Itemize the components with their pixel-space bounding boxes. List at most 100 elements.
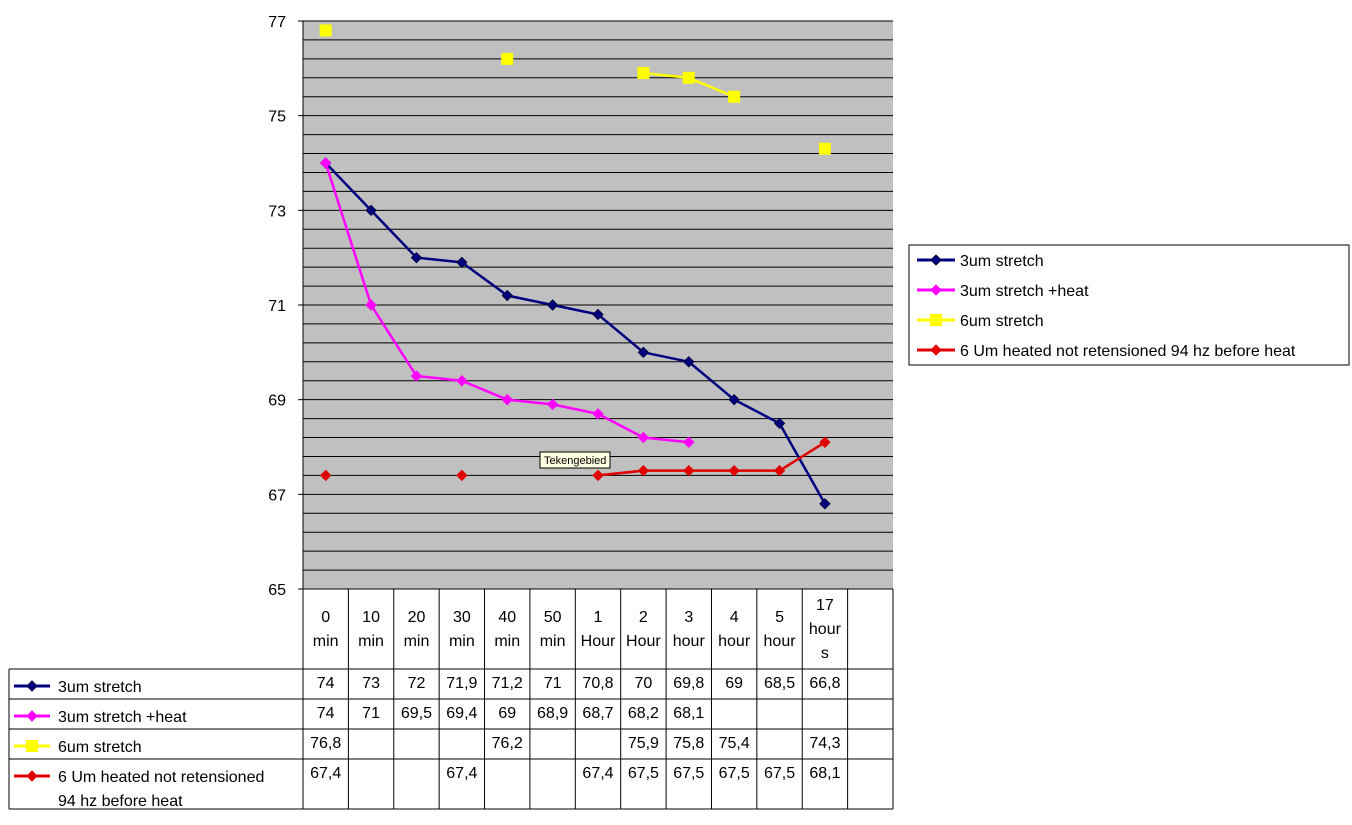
table-cell-value: 75,9 (628, 735, 659, 752)
x-category-label: 2 Hour (626, 609, 661, 650)
series-line (643, 71, 689, 80)
x-category-label: 3 hour (673, 609, 706, 650)
series-line (370, 304, 418, 377)
x-category-label: 20 min (404, 609, 430, 650)
y-tick-label: 77 (268, 14, 286, 31)
series-line (687, 360, 735, 401)
series-line (597, 469, 644, 477)
series-line (324, 162, 373, 306)
data-point (637, 431, 650, 444)
table-cell-value: 71 (362, 705, 380, 722)
data-point (818, 142, 831, 155)
table-cell-value: 68,7 (582, 705, 613, 722)
table-cell-value: 68,2 (628, 705, 659, 722)
table-series-key-marker (26, 710, 38, 722)
series-line (461, 379, 508, 401)
x-category-label: 17 hour s (809, 597, 842, 662)
table-series-key-marker (26, 680, 38, 692)
legend-key-marker (930, 254, 942, 266)
table-cell-value: 68,5 (764, 675, 795, 692)
table-cell-value: 68,1 (673, 705, 704, 722)
legend-key-marker (930, 314, 942, 326)
table-cell-value: 67,4 (310, 765, 341, 782)
table-cell-value: 69,5 (401, 705, 432, 722)
data-point (819, 436, 831, 448)
table-cell-value: 69,8 (673, 675, 704, 692)
table-series-name: 3um stretch +heat (58, 709, 187, 726)
table-cell-value: 71 (544, 675, 562, 692)
table-cell-value: 69 (498, 705, 516, 722)
data-point (819, 498, 831, 510)
table-cell-value: 76,8 (310, 735, 341, 752)
data-point (501, 289, 513, 302)
data-point (410, 370, 423, 382)
legend-box (908, 244, 1350, 366)
data-point (637, 464, 650, 477)
series-line (643, 436, 689, 444)
table-cell-value: 66,8 (809, 675, 840, 692)
series-line (778, 422, 827, 505)
data-point (365, 204, 377, 217)
table-cell-value: 68,9 (537, 705, 568, 722)
legend-entry: 6 Um heated not retensioned 94 hz before… (960, 343, 1296, 360)
data-point (456, 375, 468, 387)
data-point (546, 398, 559, 411)
table-cell-value: 67,5 (764, 765, 795, 782)
table-series-key-marker (26, 740, 38, 752)
data-point (365, 299, 377, 311)
legend-key-marker (930, 344, 942, 356)
data-point (728, 393, 740, 406)
table-cell-value: 74 (317, 675, 335, 692)
data-point (546, 299, 559, 311)
x-category-label: 10 min (358, 609, 384, 650)
data-point (592, 308, 604, 321)
data-point (501, 52, 514, 65)
table-cell-value: 74 (317, 705, 335, 722)
table-cell-value: 75,4 (719, 735, 750, 752)
x-category-label: 50 min (540, 609, 566, 650)
data-point (637, 67, 650, 80)
legend-entry: 3um stretch (960, 253, 1044, 270)
data-point (319, 469, 332, 482)
series-line (733, 398, 781, 425)
table-cell-value: 71,9 (446, 675, 477, 692)
data-point (682, 71, 695, 84)
y-tick-label: 71 (268, 298, 286, 315)
data-point (728, 464, 740, 477)
series-line (506, 294, 553, 307)
tooltip-box (539, 451, 611, 469)
table-series-name: 6um stretch (58, 739, 142, 756)
table-cell-value: 67,5 (673, 765, 704, 782)
x-category-label: 5 hour (764, 609, 797, 650)
series-line (370, 209, 418, 259)
data-point (683, 464, 695, 477)
table-cell-value: 67,4 (582, 765, 613, 782)
data-point (592, 408, 604, 420)
series-line (416, 374, 462, 382)
table-series-key-marker (26, 770, 38, 782)
table-series-name: 6 Um heated not retensioned 94 hz before … (58, 769, 264, 810)
table-cell-value: 75,8 (673, 735, 704, 752)
table-cell-value: 72 (408, 675, 426, 692)
table-series-name: 3um stretch (58, 679, 142, 696)
table-cell-value: 73 (362, 675, 380, 692)
table-cell-value: 76,2 (492, 735, 523, 752)
x-category-label: 1 Hour (581, 609, 616, 650)
table-cell-value: 69,4 (446, 705, 477, 722)
series-line (461, 261, 508, 297)
y-tick-label: 73 (268, 203, 286, 220)
series-line (643, 351, 690, 364)
table-cell-value: 68,1 (809, 765, 840, 782)
table-cell-value: 71,2 (492, 675, 523, 692)
data-point (456, 256, 468, 269)
data-point (319, 24, 332, 37)
table-cell-value: 67,5 (628, 765, 659, 782)
series-line (324, 162, 372, 212)
tooltip-text: Tekengebied (544, 455, 606, 467)
table-cell-value: 67,5 (719, 765, 750, 782)
x-category-label: 0 min (313, 609, 339, 650)
x-category-label: 40 min (494, 609, 520, 650)
data-point (683, 436, 695, 448)
series-line (552, 303, 599, 316)
